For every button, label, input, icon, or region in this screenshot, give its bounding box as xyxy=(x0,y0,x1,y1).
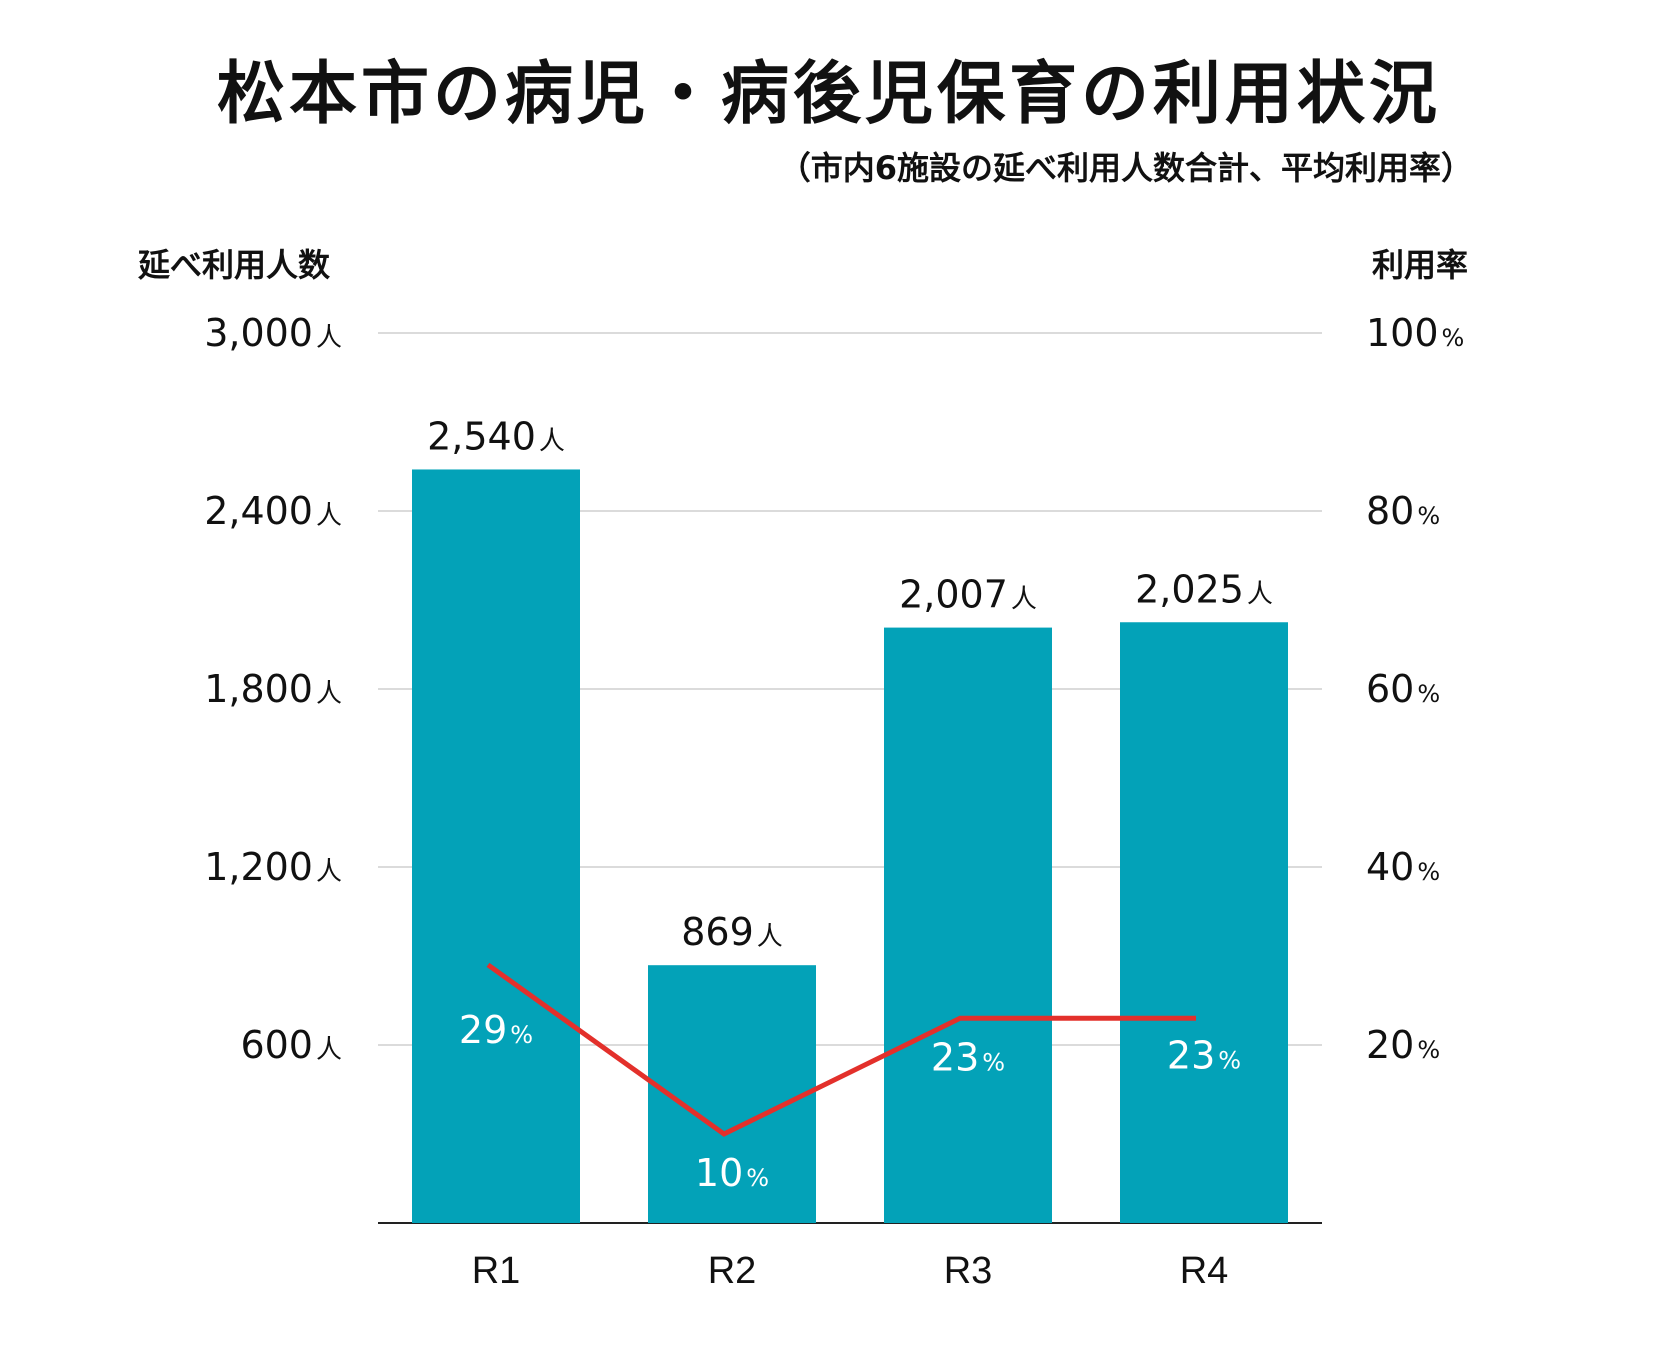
left-tick-label: 1,800 人 xyxy=(204,667,342,711)
x-tick-label: R2 xyxy=(708,1250,757,1292)
right-tick-label-unit: % xyxy=(1417,1036,1440,1064)
rate-value-label: 23% xyxy=(931,1035,1005,1079)
bar-value-label-value: 2,007 xyxy=(899,573,1008,617)
rate-value-label-unit: % xyxy=(982,1048,1005,1076)
left-tick-label: 600 人 xyxy=(240,1023,342,1067)
bar-value-label-value: 2,025 xyxy=(1135,567,1244,611)
bar-value-label: 2,025 人 xyxy=(1135,567,1273,611)
bar-value-label-value: 2,540 xyxy=(427,414,536,458)
rate-value-label-unit: % xyxy=(746,1164,769,1192)
right-tick-label: 40% xyxy=(1366,845,1440,889)
right-tick-label-unit: % xyxy=(1417,680,1440,708)
right-axis-title: 利用率 xyxy=(1371,246,1468,284)
bar-value-label: 2,007 人 xyxy=(899,573,1037,617)
right-tick-label: 80% xyxy=(1366,489,1440,533)
bar-R1 xyxy=(412,469,580,1223)
left-tick-label: 2,400 人 xyxy=(204,489,342,533)
left-tick-label: 1,200 人 xyxy=(204,845,342,889)
right-tick-label-value: 20 xyxy=(1366,1023,1414,1067)
right-tick-label-unit: % xyxy=(1417,502,1440,530)
right-tick-label: 100% xyxy=(1366,311,1464,355)
rate-value-label-value: 23 xyxy=(1167,1033,1215,1077)
right-tick-label-value: 60 xyxy=(1366,667,1414,711)
bar-value-label: 2,540 人 xyxy=(427,414,565,458)
rate-value-label: 29% xyxy=(459,1008,533,1052)
bar-R3 xyxy=(884,627,1052,1223)
bar-value-label-value: 869 xyxy=(681,910,754,954)
right-tick-label-value: 100 xyxy=(1366,311,1439,355)
left-tick-label-unit: 人 xyxy=(316,323,342,353)
labels: 600 人1,200 人1,800 人2,400 人3,000 人20 %40 %60 %80%… xyxy=(204,311,1464,1292)
rate-value-label: 10% xyxy=(695,1151,769,1195)
rate-value-label-unit: % xyxy=(1218,1046,1241,1074)
left-tick-label-value: 1,800 xyxy=(204,667,313,711)
rate-value-label: 23% xyxy=(1167,1033,1241,1077)
left-tick-label: 3,000 人 xyxy=(204,311,342,355)
rate-value-label-value: 29 xyxy=(459,1008,507,1052)
left-tick-label-unit: 人 xyxy=(316,679,342,709)
right-tick-label-unit: % xyxy=(1417,858,1440,886)
left-tick-label-unit: 人 xyxy=(316,857,342,887)
bar-R2 xyxy=(648,965,816,1223)
x-tick-label: R4 xyxy=(1180,1250,1229,1292)
bar-value-label-unit: 人 xyxy=(1247,579,1273,609)
right-tick-label-unit: % xyxy=(1442,324,1465,352)
left-tick-label-value: 3,000 xyxy=(204,311,313,355)
x-tick-label: R3 xyxy=(944,1250,993,1292)
bar-value-label-unit: 人 xyxy=(539,426,565,456)
left-tick-label-value: 1,200 xyxy=(204,845,313,889)
bar-value-label-unit: 人 xyxy=(1011,585,1037,615)
left-axis-title: 延べ利用人数 xyxy=(138,246,331,284)
chart-title: 松本市の病児・病後児保育の利用状況 xyxy=(216,55,1441,134)
rate-value-label-value: 10 xyxy=(695,1151,743,1195)
left-tick-label-unit: 人 xyxy=(316,1035,342,1065)
bars xyxy=(412,469,1288,1223)
bar-R4 xyxy=(1120,622,1288,1223)
rate-value-label-unit: % xyxy=(510,1021,533,1049)
left-tick-label-value: 2,400 xyxy=(204,489,313,533)
right-tick-label-value: 40 xyxy=(1366,845,1414,889)
right-tick-label-value: 80 xyxy=(1366,489,1414,533)
bar-value-label-unit: 人 xyxy=(757,922,783,952)
right-tick-label: 20% xyxy=(1366,1023,1440,1067)
left-tick-label-unit: 人 xyxy=(316,501,342,531)
rate-polyline xyxy=(486,962,1196,1137)
left-tick-label-value: 600 xyxy=(240,1023,313,1067)
chart-subtitle: （市内6施設の延べ利用人数合計、平均利用率） xyxy=(778,149,1473,187)
rate-value-label-value: 23 xyxy=(931,1035,979,1079)
right-tick-label: 60% xyxy=(1366,667,1440,711)
rate-line xyxy=(486,962,1197,1137)
x-tick-label: R1 xyxy=(472,1250,521,1292)
bar-value-label: 869 人 xyxy=(681,910,783,954)
